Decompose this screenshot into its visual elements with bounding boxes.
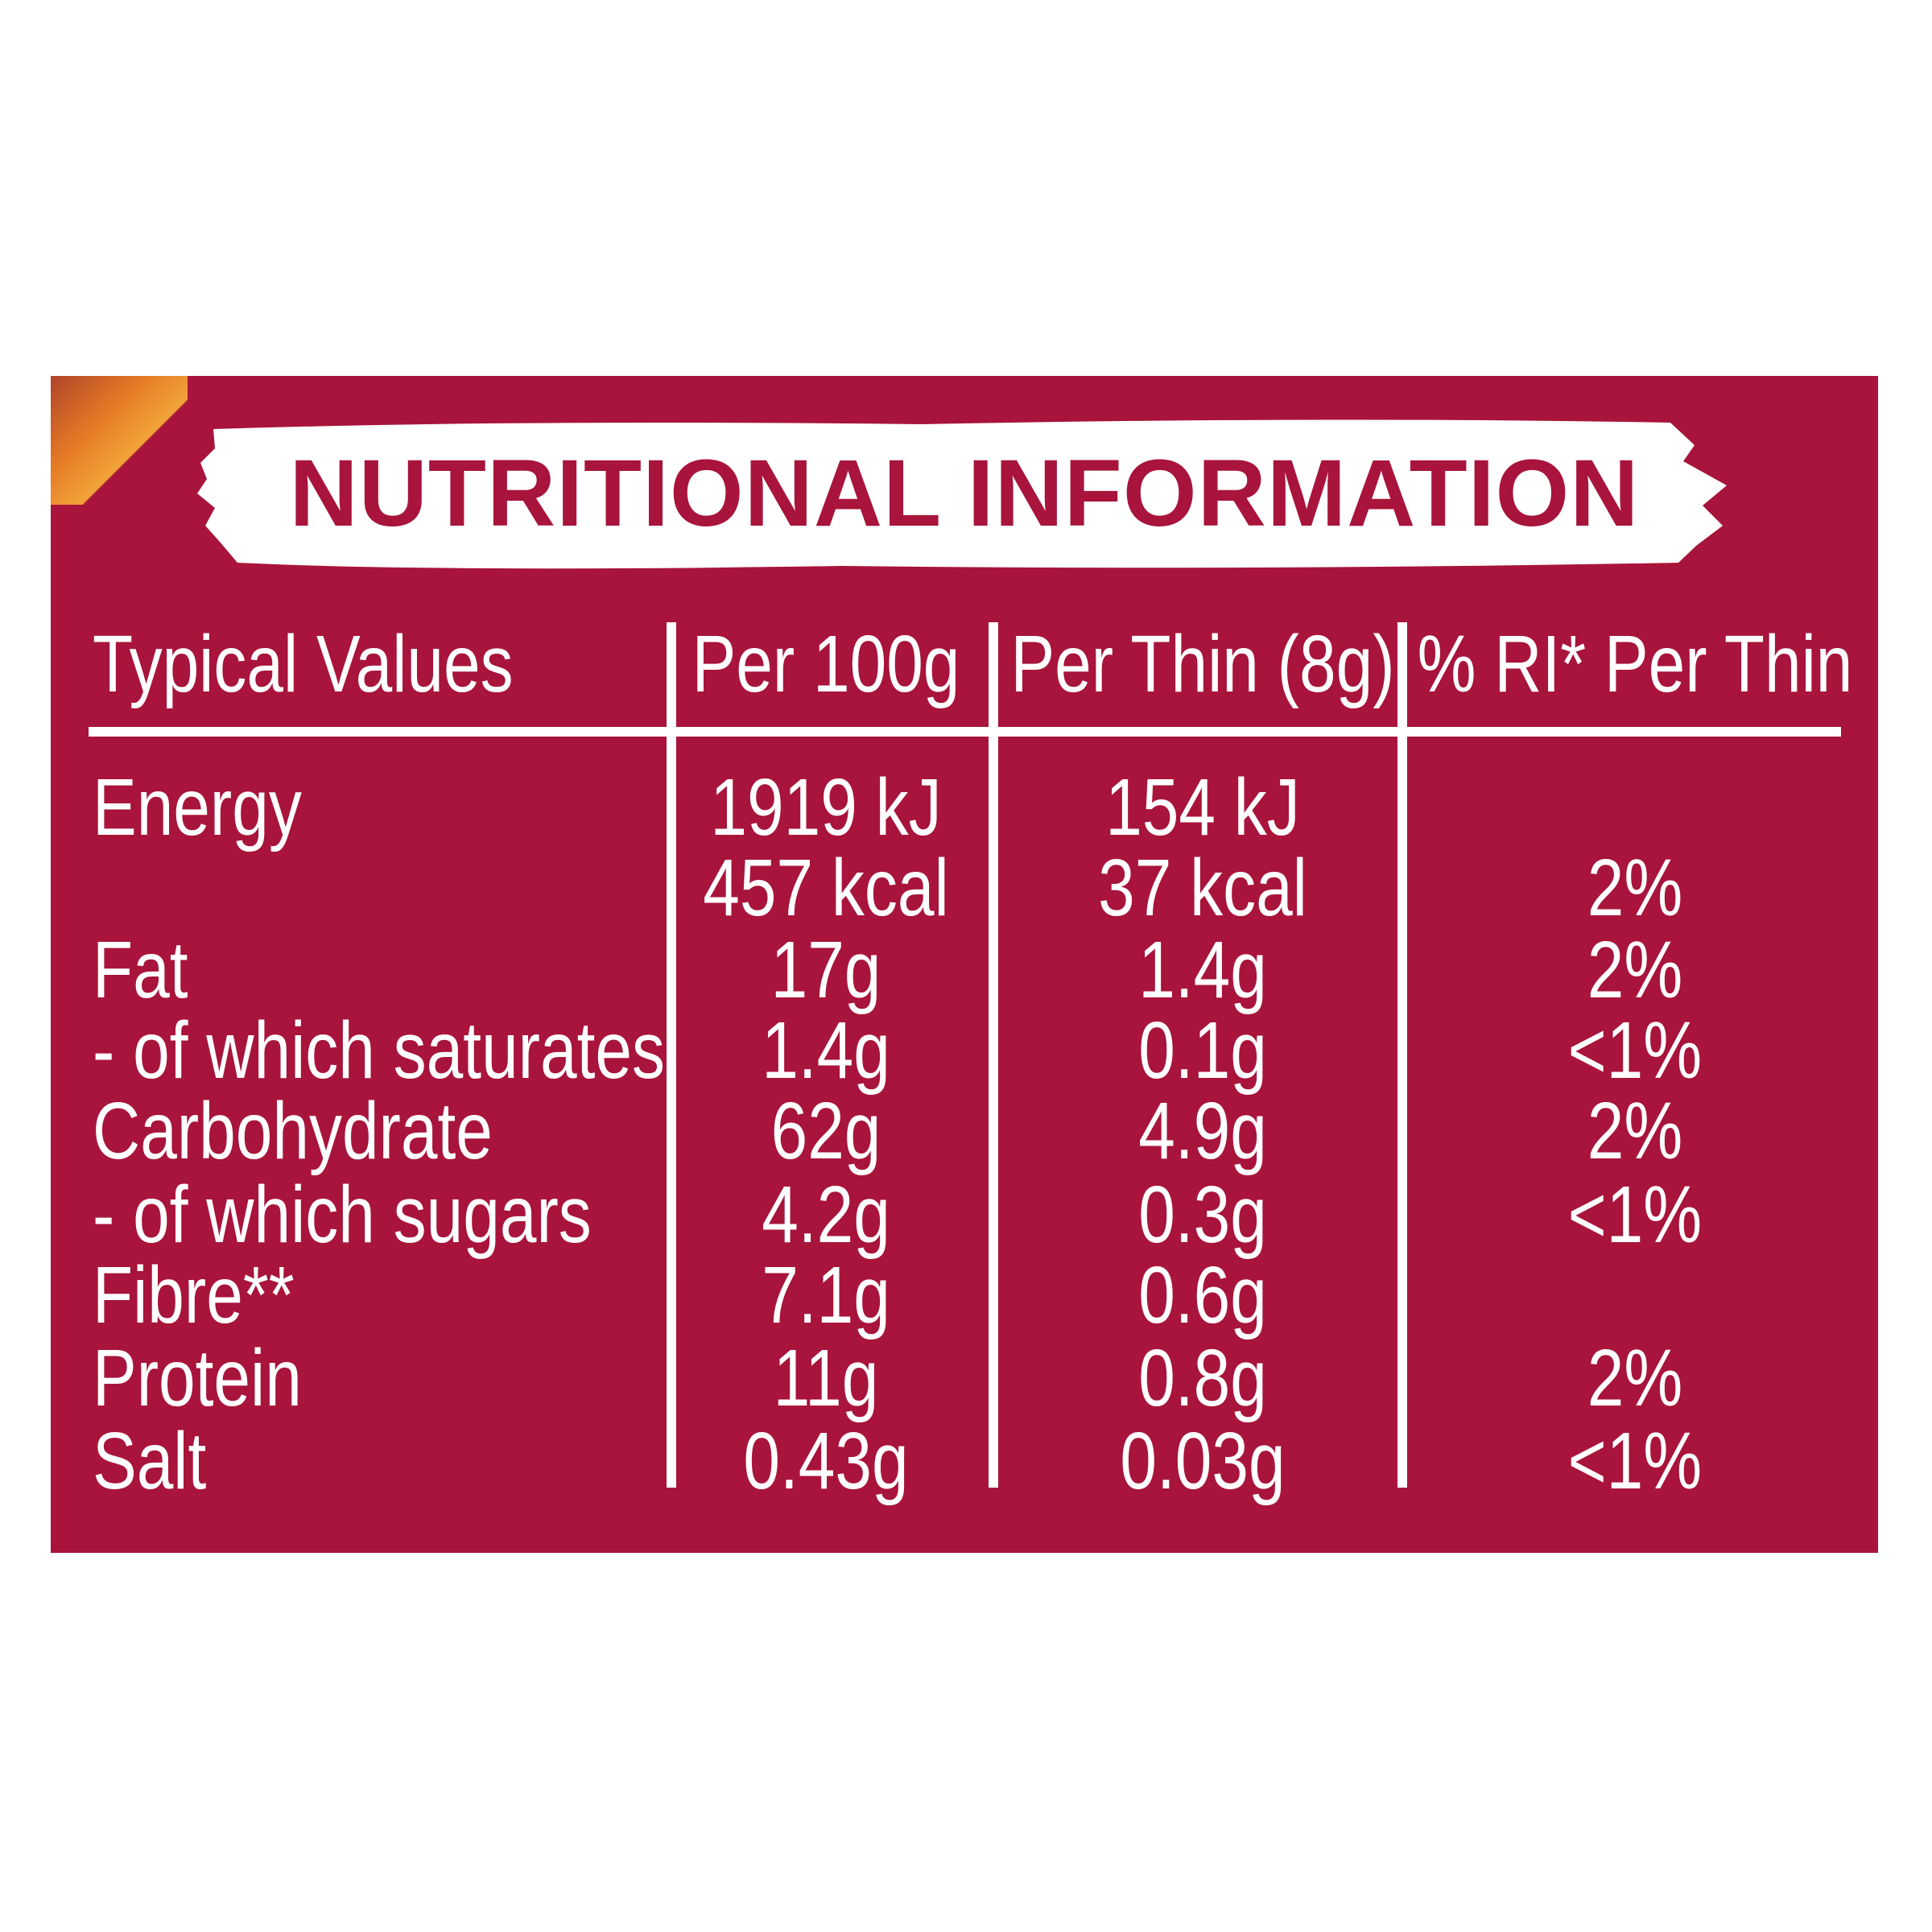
- row-label: Protein: [93, 1333, 302, 1423]
- per-thin-value: 154 kJ: [1105, 762, 1300, 852]
- row-label: - of which saturates: [93, 1005, 665, 1096]
- per-thin-value: 1.4g: [1138, 925, 1267, 1015]
- ri-value: 2%: [1587, 925, 1683, 1015]
- row-label: Carbohydrate: [93, 1086, 493, 1176]
- column-divider: [667, 622, 676, 1488]
- ri-value: <1%: [1567, 1416, 1703, 1506]
- per-thin-value: 37 kcal: [1098, 843, 1307, 933]
- header-ri-per-thin: % RI* Per Thin: [1417, 619, 1853, 709]
- per-100g-value: 457 kcal: [703, 843, 949, 933]
- row-label: - of which sugars: [93, 1170, 592, 1260]
- header-divider: [89, 727, 1841, 737]
- column-divider: [1397, 622, 1407, 1488]
- row-label: Fat: [93, 925, 188, 1015]
- ri-value: 2%: [1587, 843, 1683, 933]
- header-typical-values: Typical Values: [93, 619, 514, 709]
- per-thin-value: 0.6g: [1138, 1250, 1267, 1340]
- per-thin-value: 0.1g: [1138, 1005, 1267, 1096]
- ri-value: 2%: [1587, 1333, 1683, 1423]
- row-label: Energy: [93, 762, 302, 852]
- row-label: Fibre**: [93, 1250, 295, 1340]
- crisp-image-corner: [51, 376, 188, 505]
- per-100g-value: 11g: [773, 1333, 879, 1423]
- ri-value: 2%: [1587, 1086, 1683, 1176]
- column-divider: [989, 622, 998, 1488]
- ri-value: <1%: [1567, 1170, 1703, 1260]
- per-100g-value: 7.1g: [762, 1250, 890, 1340]
- per-100g-value: 1919 kJ: [710, 762, 942, 852]
- per-thin-value: 4.9g: [1138, 1086, 1267, 1176]
- header-per-thin: Per Thin (8g): [1010, 619, 1395, 709]
- per-100g-value: 62g: [770, 1086, 881, 1176]
- panel-title: NUTRITIONAL INFORMATION: [289, 440, 1640, 547]
- nutrition-panel: NUTRITIONAL INFORMATION Typical Values P…: [51, 376, 1878, 1553]
- per-thin-value: 0.03g: [1120, 1416, 1286, 1506]
- ri-value: <1%: [1567, 1005, 1703, 1096]
- per-thin-value: 0.3g: [1138, 1170, 1267, 1260]
- per-100g-value: 1.4g: [762, 1005, 890, 1096]
- per-100g-value: 0.43g: [743, 1416, 909, 1506]
- row-label: Salt: [93, 1416, 207, 1506]
- per-100g-value: 4.2g: [762, 1170, 890, 1260]
- per-100g-value: 17g: [770, 925, 881, 1015]
- brush-stroke-shape: [197, 419, 1727, 569]
- title-banner: NUTRITIONAL INFORMATION: [197, 413, 1732, 573]
- header-per-100g: Per 100g: [691, 619, 960, 709]
- per-thin-value: 0.8g: [1138, 1333, 1267, 1423]
